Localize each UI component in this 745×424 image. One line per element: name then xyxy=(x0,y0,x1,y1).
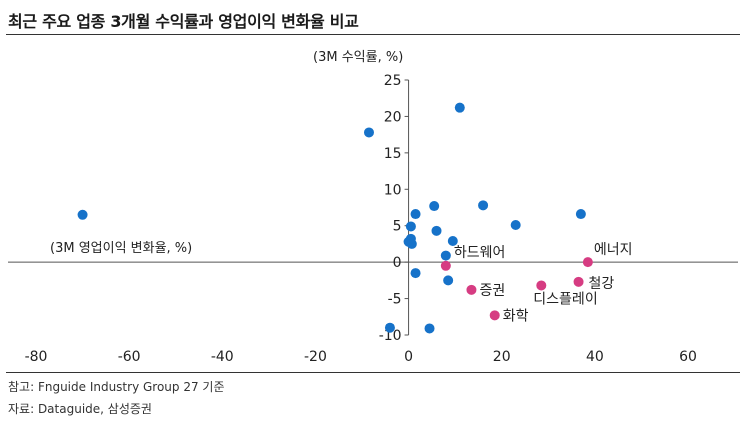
data-point xyxy=(429,201,440,212)
footer-rule xyxy=(6,372,740,373)
x-axis-label: (3M 영업이익 변화율, %) xyxy=(50,241,192,256)
y-tick-label: 10 xyxy=(384,182,402,198)
data-point xyxy=(440,250,451,261)
data-point xyxy=(424,323,435,334)
x-tick-label: 20 xyxy=(493,349,511,365)
data-point xyxy=(77,209,88,220)
point-label: 철강 xyxy=(589,276,615,292)
data-point xyxy=(536,280,547,291)
source-note: 자료: Dataguide, 삼성증권 xyxy=(8,402,152,416)
data-point xyxy=(447,236,458,247)
data-point xyxy=(410,268,421,279)
y-tick-label: 5 xyxy=(393,219,402,235)
data-points xyxy=(77,102,593,334)
point-label: 화학 xyxy=(503,308,529,324)
x-tick-label: -20 xyxy=(304,349,327,365)
data-point xyxy=(410,209,421,220)
data-point xyxy=(431,225,442,236)
data-point xyxy=(489,310,500,321)
y-tick-label: 20 xyxy=(384,109,402,125)
x-tick-label: 0 xyxy=(404,349,413,365)
x-tick-label: -40 xyxy=(211,349,234,365)
data-point xyxy=(384,322,395,333)
data-point xyxy=(573,276,584,287)
scatter-chart: -10 -5 0 5 10 15 20 25 -80 -60 -40 -20 0 20 40 60 에너지 하드… xyxy=(8,50,738,365)
data-point xyxy=(405,221,416,232)
y-tick-label: 25 xyxy=(384,73,402,89)
tick-labels: -10 -5 0 5 10 15 20 25 -80 -60 -40 -20 0 20 40 60 xyxy=(25,73,697,365)
chart-title: 최근 주요 업종 3개월 수익률과 영업이익 변화율 비교 xyxy=(8,12,359,31)
data-point xyxy=(510,219,521,230)
data-point xyxy=(406,238,417,249)
data-point xyxy=(443,275,454,286)
x-tick-label: -60 xyxy=(118,349,141,365)
y-tick-label: -5 xyxy=(388,292,402,308)
axes xyxy=(8,79,738,336)
data-point xyxy=(454,102,465,113)
data-point xyxy=(440,260,451,271)
footnote: 참고: Fnguide Industry Group 27 기준 xyxy=(8,380,225,394)
y-axis-label: (3M 수익률, %) xyxy=(313,50,403,65)
x-tick-label: 60 xyxy=(679,349,697,365)
data-point xyxy=(466,284,477,295)
data-point xyxy=(582,257,593,268)
data-point xyxy=(575,209,586,220)
data-point xyxy=(478,200,489,211)
x-tick-label: 40 xyxy=(586,349,604,365)
y-tick-label: 0 xyxy=(393,255,402,271)
y-tick-label: -10 xyxy=(379,328,402,344)
x-tick-label: -80 xyxy=(25,349,48,365)
y-tick-label: 15 xyxy=(384,146,402,162)
title-rule xyxy=(6,34,740,35)
data-point xyxy=(363,127,374,138)
point-label: 증권 xyxy=(479,283,505,299)
point-label: 하드웨어 xyxy=(454,245,506,261)
point-label: 디스플레이 xyxy=(533,291,597,307)
point-label: 에너지 xyxy=(594,242,633,258)
